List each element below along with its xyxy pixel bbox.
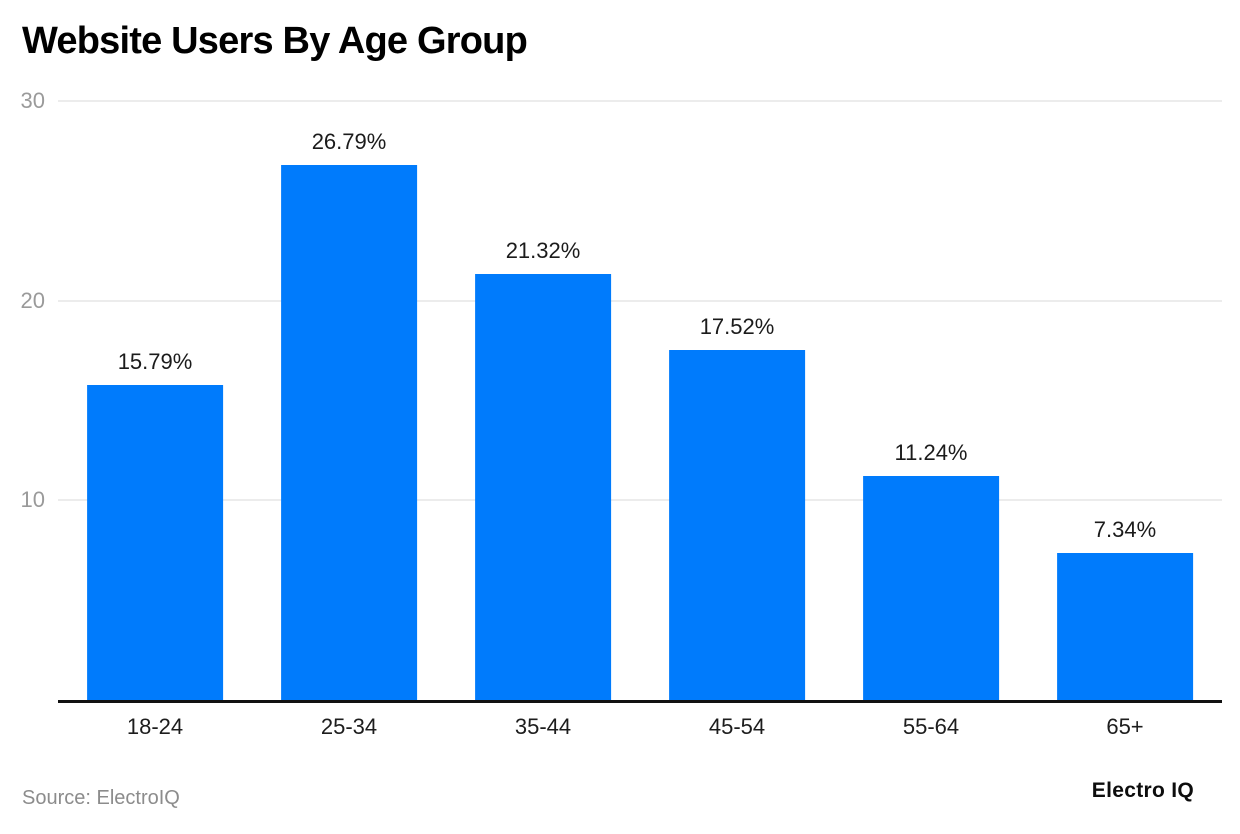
chart-title: Website Users By Age Group <box>22 20 528 62</box>
bar-value-label: 17.52% <box>699 314 775 340</box>
gridline <box>58 499 1222 502</box>
bar-group: 21.32% <box>446 101 640 700</box>
bar-65+ <box>1057 553 1193 700</box>
bar-35-44 <box>475 274 611 700</box>
brand-logo: Electro IQ <box>1091 779 1194 802</box>
bar-group: 7.34% <box>1028 101 1222 700</box>
bar-18-24 <box>87 384 223 700</box>
source-text: Source: ElectroIQ <box>22 787 180 809</box>
plot-area: 15.79% 26.79% 21.32% 17.52% 11.24% 7.34% 10 20… <box>21 89 1222 703</box>
bar-group: 11.24% <box>834 101 1028 700</box>
x-tick-label: 45-54 <box>708 714 766 739</box>
x-tick-label: 25-34 <box>320 714 378 739</box>
y-tick-label: 20 <box>20 287 45 313</box>
bar-value-label: 7.34% <box>1093 517 1157 543</box>
bar-45-54 <box>669 350 805 700</box>
bar-value-label: 11.24% <box>894 439 968 465</box>
bar-value-label: 15.79% <box>117 348 193 374</box>
x-tick-label: 55-64 <box>902 714 960 739</box>
x-tick-label: 65+ <box>1106 714 1144 739</box>
y-tick-label: 30 <box>20 88 45 113</box>
bar-value-label: 21.32% <box>505 238 581 264</box>
bars: 15.79% 26.79% 21.32% 17.52% 11.24% 7.34% <box>58 101 1222 700</box>
bar-group: 17.52% <box>640 101 834 700</box>
x-tick-label: 35-44 <box>514 714 572 739</box>
bar-value-label: 26.79% <box>311 129 387 155</box>
gridline <box>58 100 1222 102</box>
y-tick-label: 10 <box>20 487 45 513</box>
gridline <box>58 299 1222 302</box>
bar-group: 26.79% <box>252 101 446 700</box>
bar-25-34 <box>281 165 417 700</box>
bar-55-64 <box>863 475 999 700</box>
x-tick-label: 18-24 <box>126 714 184 739</box>
x-axis-labels: 18-24 25-34 35-44 45-54 55-64 65+ <box>58 714 1222 740</box>
bar-group: 15.79% <box>58 101 252 700</box>
